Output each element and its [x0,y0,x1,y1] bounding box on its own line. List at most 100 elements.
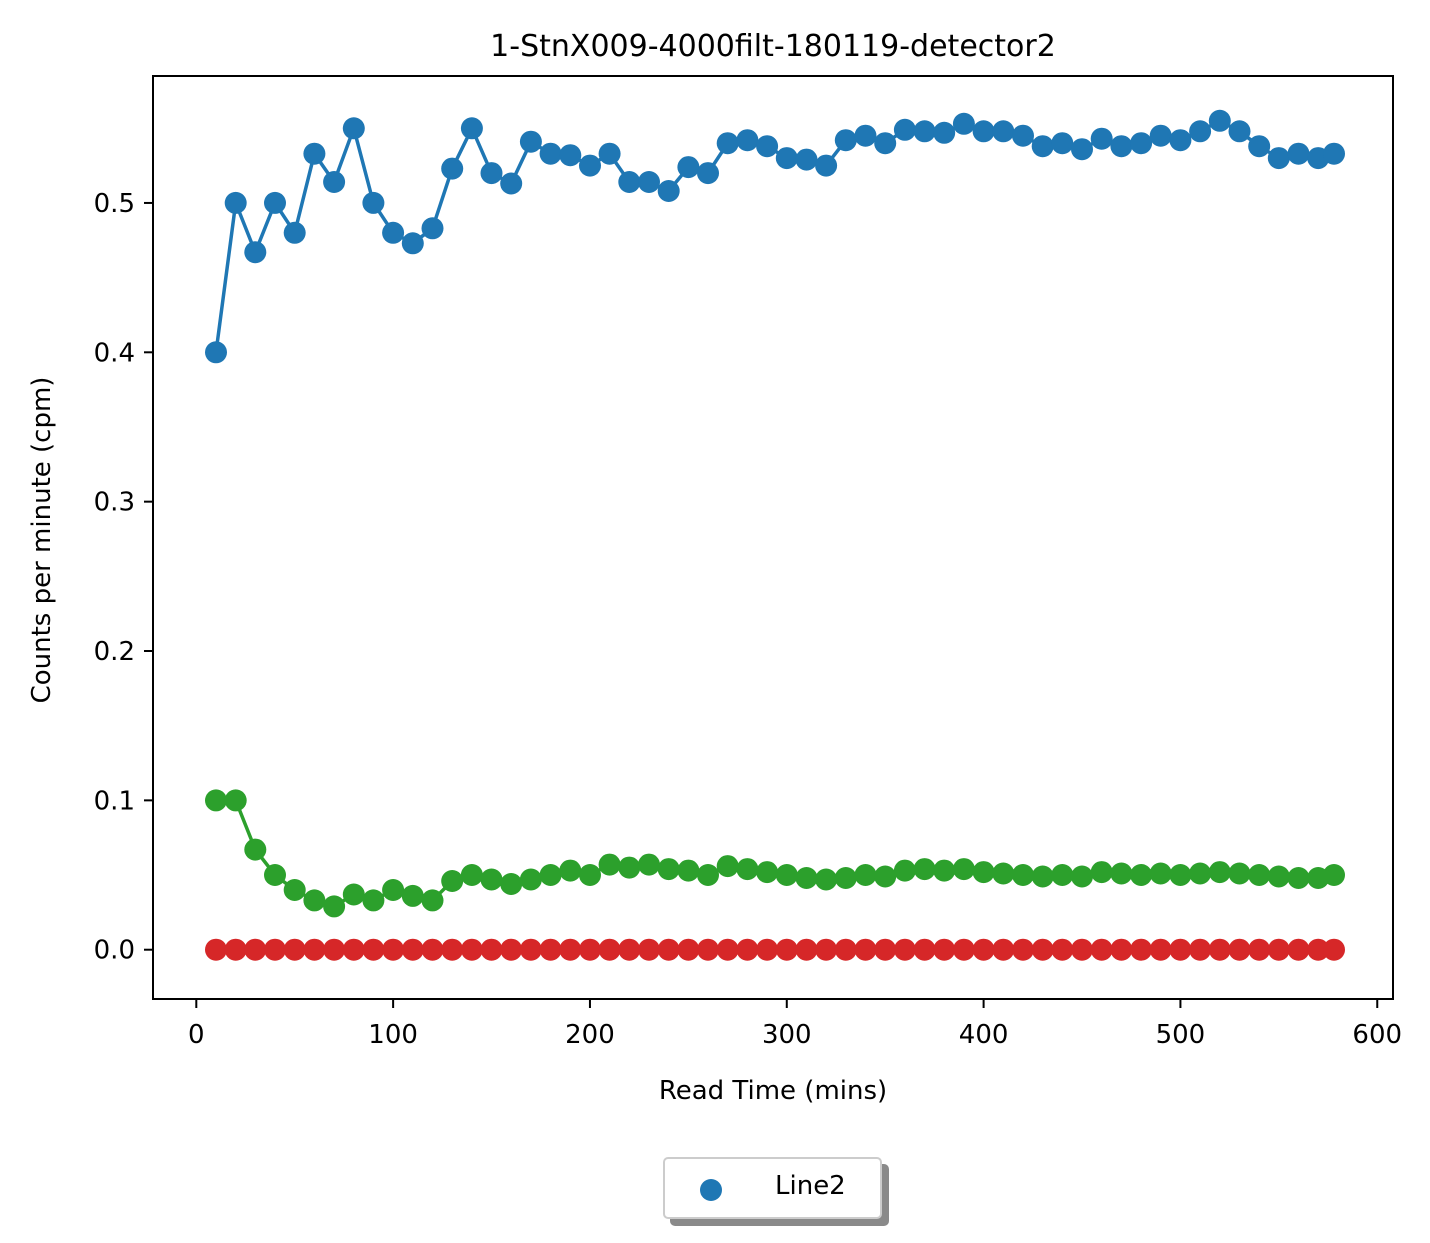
series-2-point [952,938,975,961]
series-2-point [1228,938,1251,961]
series-2-point [795,938,818,961]
series-2-point [579,938,601,961]
series-2-point [1287,938,1310,961]
series-1-point [539,864,562,886]
series-1-point [736,858,759,881]
series-0-point [1169,129,1192,152]
series-2-point [736,938,759,961]
series-2-point [1248,938,1271,961]
series-0-point [1090,127,1113,150]
series-1-point [1169,864,1192,886]
series-2-point [1071,938,1093,961]
series-1-point [657,858,680,881]
series-2-point [618,938,641,961]
series-2-point [441,938,464,961]
series-0-point [579,154,601,177]
series-1-point [756,861,779,884]
series-1-point [559,859,582,882]
x-tick-label: 500 [1156,1020,1206,1050]
series-0-point [441,157,464,180]
series-1-point [815,868,838,891]
series-2-point [854,938,877,961]
series-0-point [1149,124,1172,147]
series-1-point [264,864,286,886]
series-2-point [1307,938,1330,961]
series-2-point [1208,938,1231,961]
chart-title: 1-StnX009-4000filt-180119-detector2 [490,29,1056,64]
series-2-point [972,938,995,961]
series-0-point [1031,135,1054,158]
x-tick-label: 100 [368,1020,418,1050]
series-2-point [834,938,857,961]
series-0-point [283,221,306,244]
series-0-point [323,171,346,193]
series-2-point [303,938,326,961]
series-1-point [1051,864,1074,886]
series-0-point [500,172,523,195]
series-1-point [382,879,405,901]
series-2-point [460,938,483,961]
y-axis-label: Counts per minute (cpm) [27,377,57,704]
series-2-point [1169,938,1192,961]
series-0-point [362,191,385,214]
series-1-point [1189,862,1212,885]
series-1-point [834,867,857,889]
series-1-point [1090,861,1113,884]
series-1-point [441,870,464,892]
series-2-point [283,938,306,961]
series-1-point [205,789,227,812]
series-1-point [323,895,346,918]
x-tick-label: 0 [188,1020,205,1050]
series-0-point [480,162,503,185]
series-1-point [224,789,247,812]
series-1-point [303,889,326,912]
series-2-point [382,938,405,961]
series-1-point [500,873,523,895]
series-0-point [913,120,936,143]
series-2-point [1323,938,1345,961]
series-1-point [1248,864,1271,886]
series-1-point [893,859,916,882]
series-1-point [283,879,306,901]
series-1-point [1267,865,1290,888]
series-1-point [1208,861,1231,884]
series-1-point [1012,864,1034,886]
series-0-point [1248,135,1271,158]
series-0-point [1051,132,1074,155]
series-1-point [460,864,483,886]
series-2-point [1189,938,1212,961]
series-0-point [244,241,267,264]
series-2-point [815,938,838,961]
y-tick-label: 0.0 [94,936,135,966]
series-0-point [1071,138,1093,161]
series-0-point [382,221,405,244]
series-0-point [1323,142,1345,165]
series-0-point [874,132,897,155]
series-2-point [500,938,523,961]
series-2-point [480,938,503,961]
series-2-point [1031,938,1054,961]
series-0-point [697,162,719,185]
y-tick-label: 0.3 [94,488,135,518]
series-1-point [1323,864,1345,886]
series-1-point [697,864,719,886]
series-0-point [618,171,641,193]
series-0-point [657,180,680,202]
series-2-point [559,938,582,961]
x-tick-label: 400 [959,1020,1009,1050]
y-tick-label: 0.4 [94,338,135,368]
series-0-point [1130,132,1153,155]
series-0-point [401,232,424,255]
y-tick-label: 0.2 [94,637,135,667]
x-tick-label: 600 [1352,1020,1402,1050]
series-0-point [1208,109,1231,132]
series-1-point [716,855,739,878]
series-0-point [972,120,995,143]
series-0-point [559,144,582,167]
series-1-point [618,856,641,879]
series-2-point [1051,938,1074,961]
series-2-point [697,938,719,961]
series-2-point [677,938,700,961]
series-0-point [1012,124,1034,147]
